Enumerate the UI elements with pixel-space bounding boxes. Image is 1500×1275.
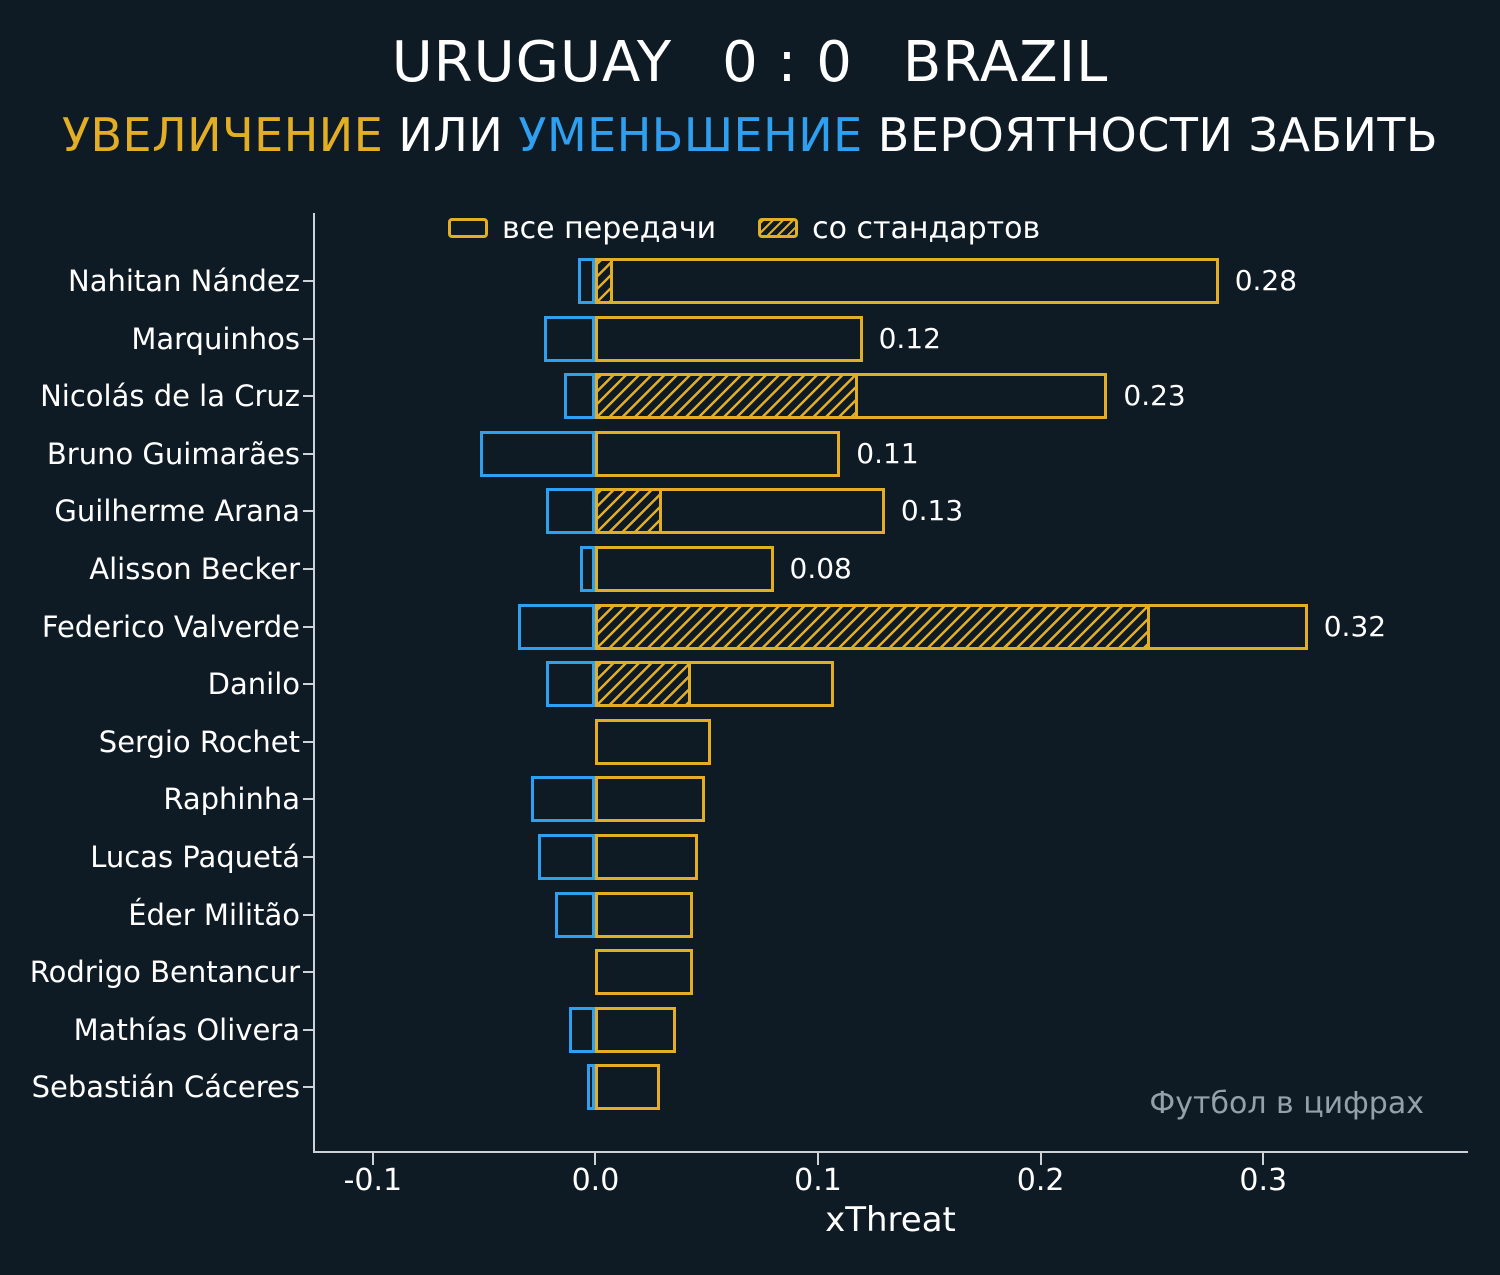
x-axis-title: xThreat [825,1200,956,1240]
bar-all-passes [595,834,698,880]
x-tick-label: 0.1 [794,1163,842,1198]
bar-decrease [517,603,596,650]
bar-decrease [537,834,596,880]
y-tick [303,280,313,282]
legend-item-set-pieces: со стандартов [758,211,1040,246]
y-tick [303,740,313,743]
chart-legend: все передачи со стандартов [448,211,1040,246]
bar-set-pieces [595,258,614,304]
bar-value-label: 0.13 [900,494,964,528]
player-name: Alisson Becker [89,552,300,586]
legend-label-set-pieces: со стандартов [812,210,1041,246]
y-tick [303,1028,313,1031]
bar-decrease [530,776,596,823]
chart-subtitle: УВЕЛИЧЕНИЕ ИЛИ УМЕНЬШЕНИЕ ВЕРОЯТНОСТИ ЗА… [0,108,1500,162]
x-tick-label: 0.0 [571,1163,620,1198]
player-name: Bruno Guimarães [46,436,300,471]
bar-chart-plot: все передачи со стандартов Футбол в цифр… [303,211,1468,1198]
bar-all-passes [595,718,712,765]
y-tick [303,337,313,340]
legend-item-all-passes: все передачи [448,211,716,246]
bar-all-passes [595,430,841,477]
bar-value-label: 0.28 [1234,264,1298,297]
bar-all-passes [595,315,863,362]
player-name: Sergio Rochet [98,724,300,759]
player-name: Nicolás de la Cruz [40,379,300,414]
player-name: Danilo [207,667,300,702]
bar-decrease [544,315,596,362]
bar-all-passes [595,546,774,592]
player-name: Éder Militão [128,897,300,932]
legend-label-all-passes: все передачи [502,210,717,246]
player-name: Guilherme Arana [54,494,300,529]
bar-all-passes [595,949,694,996]
y-tick [303,798,313,801]
player-name: Lucas Paquetá [90,840,300,874]
x-tick [817,1153,820,1165]
bar-set-pieces [595,603,1150,650]
x-tick-label: -0.1 [343,1163,403,1198]
y-tick [303,568,313,570]
x-tick [1039,1153,1042,1165]
bar-decrease [586,1064,596,1111]
y-tick [303,1086,313,1089]
x-tick-label: 0.3 [1239,1163,1288,1198]
legend-swatch-hatched-icon [758,218,799,238]
match-title: URUGUAY 0 : 0 BRAZIL [0,30,1500,95]
player-name: Sebastián Cáceres [31,1070,300,1105]
player-name: Rodrigo Bentancur [29,955,300,990]
bar-decrease [577,258,596,304]
subtitle-part: ВЕРОЯТНОСТИ ЗАБИТЬ [862,108,1439,162]
bar-set-pieces [595,661,692,708]
y-tick [303,452,313,455]
bar-value-label: 0.08 [789,552,852,585]
bar-decrease [579,546,596,592]
bar-all-passes [595,1064,660,1111]
bar-decrease [568,1006,596,1053]
bar-decrease [564,373,596,420]
match-score: 0 : 0 [722,30,853,95]
bar-value-label: 0.11 [856,436,919,470]
player-name: Raphinha [163,782,300,817]
y-tick [303,510,313,513]
bar-decrease [479,430,596,477]
y-tick [303,913,313,916]
x-tick [1262,1153,1265,1165]
bar-value-label: 0.23 [1123,379,1186,413]
bar-all-passes [595,776,705,823]
x-tick-label: 0.2 [1016,1163,1065,1198]
bar-decrease [546,661,596,708]
bar-decrease [546,488,596,535]
home-team-name: URUGUAY [391,30,673,95]
subtitle-part: ИЛИ [383,108,519,162]
x-tick [371,1153,374,1165]
y-tick [303,971,313,974]
y-tick [303,625,313,628]
bar-value-label: 0.12 [878,321,941,355]
away-team-name: BRAZIL [902,30,1109,95]
bar-all-passes [595,1006,676,1053]
y-tick [303,395,313,398]
bar-all-passes [595,258,1219,304]
player-name: Federico Valverde [41,609,300,644]
x-tick [594,1153,597,1165]
player-name: Mathías Olivera [73,1012,300,1047]
player-name: Marquinhos [131,321,300,356]
bar-set-pieces [595,373,859,420]
legend-swatch-outline-icon [448,218,488,238]
bar-all-passes [595,891,694,938]
bar-decrease [555,891,596,938]
y-tick [303,683,313,686]
bar-set-pieces [595,488,663,535]
player-name: Nahitan Nández [68,264,300,298]
watermark: Футбол в цифрах [1149,1086,1424,1121]
y-tick [303,856,313,858]
subtitle-part: УМЕНЬШЕНИЕ [518,108,863,162]
subtitle-part: УВЕЛИЧЕНИЕ [61,108,384,162]
bar-value-label: 0.32 [1323,609,1387,643]
